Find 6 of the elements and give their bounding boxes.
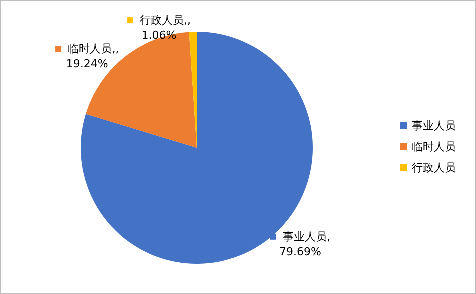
legend-label: 事业人员 xyxy=(412,120,456,132)
data-label: 临时人员,, 19.24% xyxy=(66,42,120,71)
data-label: 事业人员, 79.69% xyxy=(280,230,331,258)
legend-label: 临时人员 xyxy=(412,140,456,154)
data-label: 行政人员,, 1.06% xyxy=(140,14,192,42)
legend-label: 行政人员 xyxy=(412,162,456,174)
